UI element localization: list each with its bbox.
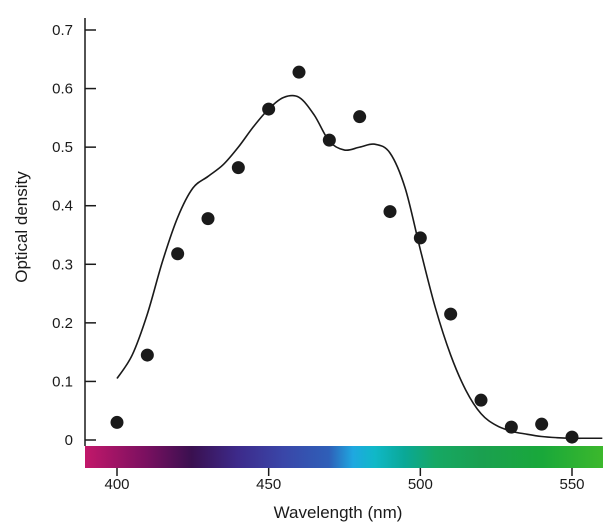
fitted-curve-layer <box>116 94 603 440</box>
data-points-layer <box>110 65 579 444</box>
data-point <box>474 393 488 407</box>
x-tick-label: 450 <box>256 476 281 493</box>
data-point <box>231 161 245 175</box>
data-point <box>322 133 336 147</box>
x-tick-label: 500 <box>408 476 433 493</box>
fitted-curve <box>116 94 603 440</box>
x-tick-label: 550 <box>559 476 584 493</box>
data-point <box>444 307 458 321</box>
y-tick-label: 0.3 <box>52 256 73 273</box>
x-axis-title: Wavelength (nm) <box>274 503 403 522</box>
data-point <box>504 420 518 434</box>
y-tick-label: 0.5 <box>52 139 73 156</box>
data-point <box>140 348 154 362</box>
spectrum-bar <box>85 446 603 468</box>
data-point <box>201 212 215 226</box>
data-point <box>292 65 306 79</box>
x-axis: 400 450 500 550 <box>104 468 585 493</box>
spectrum-band <box>85 446 603 468</box>
y-tick-label: 0.7 <box>52 22 73 39</box>
y-tick-label: 0.6 <box>52 81 73 98</box>
y-tick-label: 0.2 <box>52 315 73 332</box>
data-point <box>171 247 185 261</box>
y-tick-label: 0.1 <box>52 373 73 390</box>
x-tick-label: 400 <box>104 476 129 493</box>
data-point <box>110 415 124 429</box>
data-point <box>565 430 579 444</box>
y-tick-label: 0.4 <box>52 198 73 215</box>
data-point <box>383 205 397 219</box>
y-axis: 0 0.1 0.2 0.3 0.4 0.5 0.6 0.7 <box>52 18 96 449</box>
data-point <box>262 102 276 116</box>
data-point <box>535 417 549 431</box>
data-point <box>353 110 367 124</box>
y-axis-title: Optical density <box>12 171 31 283</box>
y-tick-label: 0 <box>65 432 73 449</box>
data-point <box>413 231 427 245</box>
